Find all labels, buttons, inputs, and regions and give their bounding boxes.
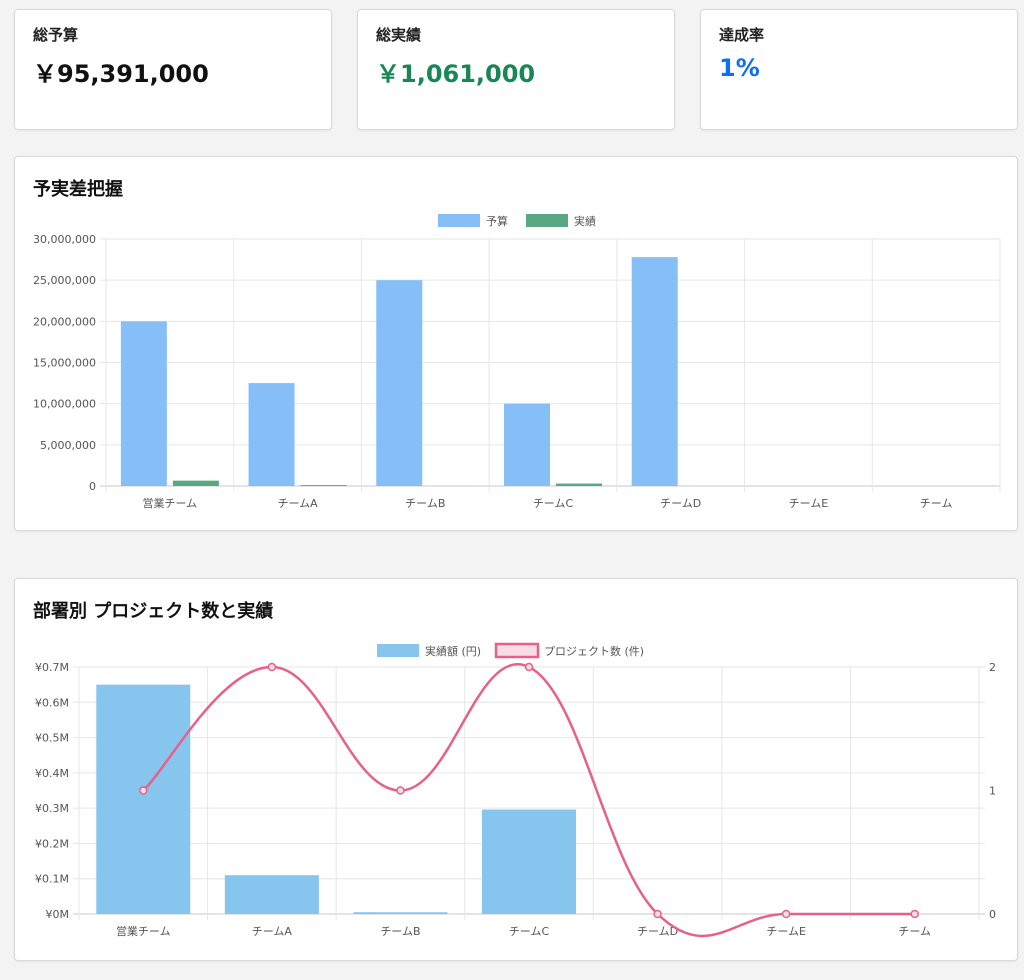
kpi-card-achievement: 達成率 1% [700, 9, 1018, 130]
y-tick-label: ¥0.5M [35, 732, 69, 745]
kpi-value: ￥95,391,000 [33, 60, 209, 88]
x-tick-label: チームC [509, 925, 550, 938]
bar-actual-amount [224, 875, 319, 914]
bar-actual-amount [353, 912, 448, 914]
legend-swatch [494, 642, 540, 659]
x-tick-label: チームB [405, 497, 445, 510]
kpi-value: 1% [719, 54, 760, 82]
project-count-point [781, 909, 791, 919]
x-tick-label: チームA [252, 925, 293, 938]
bar-budget [631, 257, 678, 486]
y-tick-label: ¥0M [46, 908, 70, 921]
x-tick-label: チームE [789, 497, 829, 510]
y2-tick-label: 0 [989, 908, 996, 921]
kpi-label: 総予算 [33, 26, 79, 44]
bar-actual-amount [482, 809, 576, 914]
y-tick-label: ¥0.6M [35, 696, 69, 709]
panel-title: 予実差把握 [33, 179, 123, 200]
project-count-point [910, 909, 919, 919]
x-tick-label: チーム [898, 925, 931, 938]
y-tick-label: 30,000,000 [33, 233, 96, 246]
legend-swatch [438, 214, 480, 227]
legend-label: 予算 [486, 214, 508, 228]
project-count-point [267, 662, 277, 672]
legend-label: プロジェクト数 (件) [544, 645, 644, 658]
y2-tick-label: 1 [989, 785, 996, 798]
y-tick-label: 25,000,000 [33, 274, 96, 287]
y-tick-label: ¥0.7M [35, 661, 69, 674]
bar-actual [300, 485, 347, 486]
kpi-card-budget: 総予算 ￥95,391,000 [14, 9, 332, 130]
x-tick-label: チームC [533, 497, 574, 510]
y-tick-label: 0 [89, 480, 96, 493]
bar-actual-amount [96, 684, 191, 914]
y-tick-label: ¥0.1M [35, 873, 69, 886]
bar-budget [120, 321, 167, 486]
project-count-point [524, 662, 534, 672]
bar-actual [556, 483, 602, 486]
y-tick-label: 5,000,000 [40, 439, 96, 452]
legend-label: 実績 [574, 214, 596, 228]
y-tick-label: 10,000,000 [33, 398, 96, 411]
bar-actual [172, 480, 219, 486]
bar-budget [504, 403, 550, 486]
project-count-point [653, 909, 662, 919]
kpi-label: 総実績 [376, 26, 422, 44]
y-tick-label: ¥0.4M [35, 767, 69, 780]
kpi-label: 達成率 [719, 26, 765, 44]
kpi-card-actual: 総実績 ￥1,061,000 [357, 9, 675, 130]
bar-budget [248, 383, 295, 486]
x-tick-label: 営業チーム [116, 924, 171, 938]
legend-label: 実績額 (円) [425, 644, 481, 658]
x-tick-label: 営業チーム [143, 496, 198, 510]
x-tick-label: チームD [637, 925, 678, 938]
x-tick-label: チームD [660, 497, 701, 510]
panel-title: 部署別 プロジェクト数と実績 [33, 601, 274, 622]
kpi-value: ￥1,061,000 [376, 60, 536, 88]
y2-tick-label: 2 [989, 661, 996, 674]
project-count-point [139, 786, 148, 795]
x-tick-label: チーム [920, 497, 953, 510]
project-count-point [396, 786, 405, 795]
y-tick-label: ¥0.3M [35, 802, 69, 815]
legend-swatch [377, 644, 419, 657]
y-tick-label: 15,000,000 [33, 357, 96, 370]
x-tick-label: チームE [766, 925, 806, 938]
legend-swatch [526, 214, 568, 227]
y-tick-label: ¥0.2M [35, 837, 69, 850]
y-tick-label: 20,000,000 [33, 315, 96, 328]
x-tick-label: チームA [277, 497, 318, 510]
x-tick-label: チームB [380, 925, 420, 938]
bar-budget [376, 280, 423, 486]
